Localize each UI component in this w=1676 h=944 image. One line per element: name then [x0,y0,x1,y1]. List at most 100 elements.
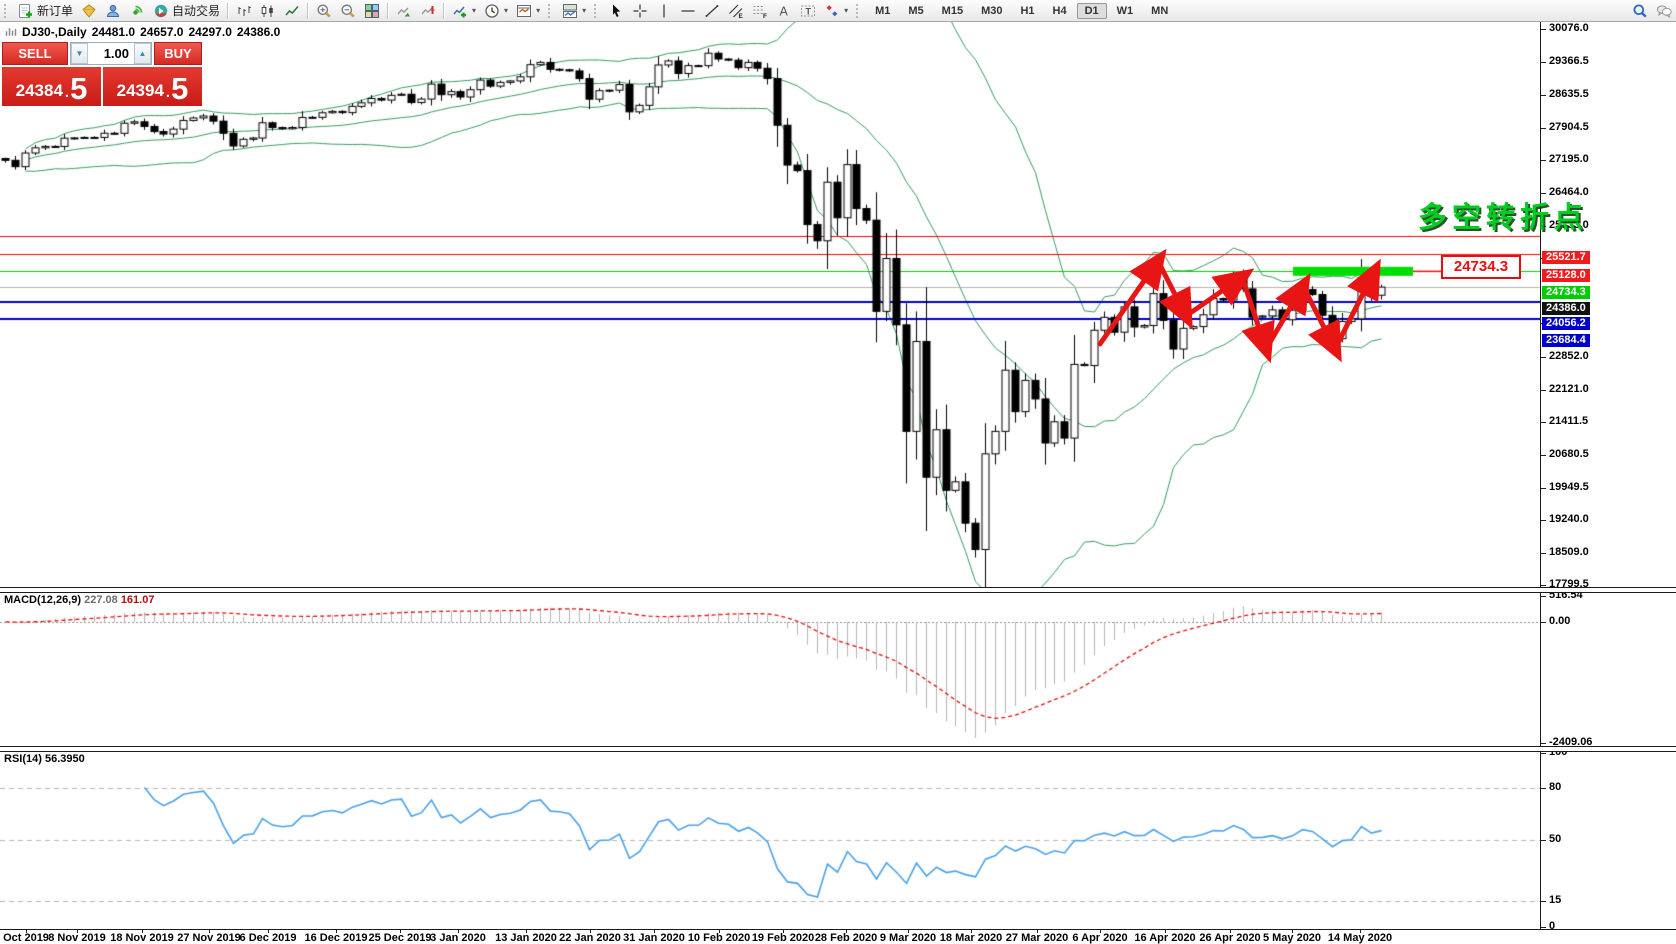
market-button[interactable] [78,2,100,20]
templates-button[interactable]: ▾ [513,2,543,20]
chevron-down-icon[interactable]: ▾ [536,6,541,15]
macd-indicator-label: MACD(12,26,9) 227.08 161.07 [4,594,155,606]
candlestick-chart-button[interactable] [257,2,279,20]
date-tick [400,930,401,933]
macd-axis-tick [1541,743,1546,744]
timeframe-h4-button[interactable]: H4 [1052,4,1067,17]
cursor-button[interactable] [605,2,627,20]
fibonacci-button[interactable]: F [749,2,771,20]
channel-icon: E [729,4,744,19]
label-button[interactable]: T [797,2,819,20]
price-axis-tick [1541,488,1546,489]
price-axis-tick [1541,455,1546,456]
signals-button[interactable] [126,2,148,20]
autotrading-icon [154,4,168,17]
svg-text:E: E [739,13,744,19]
volume-input[interactable]: 1.00 [103,46,129,61]
rsi-pane-separator[interactable] [0,746,1676,752]
indicators-button[interactable]: ▾ [449,2,479,20]
new-order-button[interactable]: 新订单 [15,1,76,20]
price-level-badge: 24734.3 [1542,286,1590,299]
timeframe-m15-button[interactable]: M15 [941,4,964,17]
timeframe-m30-button[interactable]: M30 [981,4,1003,17]
timeframe-m1-button[interactable]: M1 [875,4,891,17]
toolbar-separator [227,2,230,19]
indicator-windows-button[interactable]: ▾ [559,2,589,20]
indicator-windows-icon [563,3,578,18]
date-tick [26,930,27,933]
price-axis-tick [1541,553,1546,554]
community-button[interactable] [102,2,124,20]
date-label: 18 Nov 2019 [110,932,174,944]
line-chart-button[interactable] [281,2,303,20]
main-toolbar: 新订单 自动交易 ▾ ▾ ▾ ▾ E F A T ▾ M1 M5 M15 M30 H1 H4 D1 W1 MN [0,0,1676,22]
price-axis-label: 27195.0 [1549,153,1589,165]
date-tick [336,930,337,933]
tile-windows-button[interactable] [361,2,383,20]
macd-axis-tick [1541,596,1546,597]
toolbar-grip[interactable] [4,3,10,18]
toolbar-grip[interactable] [856,3,862,18]
buy-price-display[interactable]: 24394. 5 [103,67,202,106]
zoom-in-button[interactable] [313,2,335,20]
periods-button[interactable]: ▾ [481,2,511,20]
date-tick [1037,930,1038,933]
zoom-out-button[interactable] [337,2,359,20]
auto-scroll-icon [397,7,411,16]
timeframe-mn-button[interactable]: MN [1151,4,1169,17]
macd-pane-separator[interactable] [0,587,1676,593]
channel-button[interactable]: E [725,2,747,20]
autotrading-button[interactable]: 自动交易 [150,1,223,20]
chevron-down-icon[interactable]: ▾ [844,6,849,15]
text-button[interactable]: A [773,2,795,20]
timeframe-d1-button[interactable]: D1 [1076,2,1107,19]
bar-chart-button[interactable] [233,2,255,20]
date-tick [783,930,784,933]
sell-price-display[interactable]: 24384. 5 [2,67,101,106]
volume-increase-button[interactable]: ▲ [134,43,151,64]
date-label: 6 Apr 2020 [1072,932,1128,944]
macd-pane-canvas[interactable] [0,591,1540,746]
horizontal-line-button[interactable] [677,2,699,20]
vertical-line-button[interactable] [653,2,675,20]
toolbar-separator [443,2,446,19]
timeframe-w1-button[interactable]: W1 [1116,4,1134,17]
toolbar-separator [307,2,310,19]
arrows-icon [826,4,838,16]
date-tick [719,930,720,933]
arrows-button[interactable]: ▾ [821,2,851,20]
chart-shift-button[interactable] [417,2,439,20]
crosshair-icon [633,4,647,17]
price-axis[interactable]: 30076.0 29366.5 28635.5 27904.5 27195.0 26464… [1540,22,1676,932]
toolbar-separator [387,2,390,19]
rsi-axis-tick [1541,788,1546,789]
symbol-period-label: DJ30-,Daily [22,25,87,39]
crosshair-button[interactable] [629,2,651,20]
rsi-axis-label: 15 [1549,894,1562,906]
chart-bottom-border [0,929,1676,930]
price-chart-canvas[interactable] [0,22,1540,587]
chat-button[interactable] [1653,2,1675,20]
buy-button[interactable]: BUY [154,42,202,65]
price-axis-label: 27904.5 [1549,121,1589,133]
timeframe-m5-button[interactable]: M5 [908,4,924,17]
sell-button[interactable]: SELL [2,42,68,65]
time-axis[interactable]: Oct 2019 8 Nov 2019 18 Nov 2019 27 Nov 2019… [0,930,1676,944]
rsi-pane-canvas[interactable] [0,750,1540,929]
volume-decrease-button[interactable]: ▼ [71,43,88,64]
chevron-down-icon[interactable]: ▾ [504,6,509,15]
chevron-down-icon[interactable]: ▾ [582,6,587,15]
price-axis-label: 26464.0 [1549,186,1589,198]
toolbar-grip[interactable] [594,3,600,18]
timeframe-h1-button[interactable]: H1 [1020,4,1035,17]
rsi-axis-tick [1541,840,1546,841]
trendline-button[interactable] [701,2,723,20]
search-button[interactable] [1629,2,1651,20]
close-value: 24386.0 [236,25,281,39]
date-tick [654,930,655,933]
price-axis-tick [1541,226,1546,227]
auto-scroll-button[interactable] [393,2,415,20]
toolbar-grip[interactable] [548,3,554,18]
chevron-down-icon[interactable]: ▾ [472,6,477,15]
